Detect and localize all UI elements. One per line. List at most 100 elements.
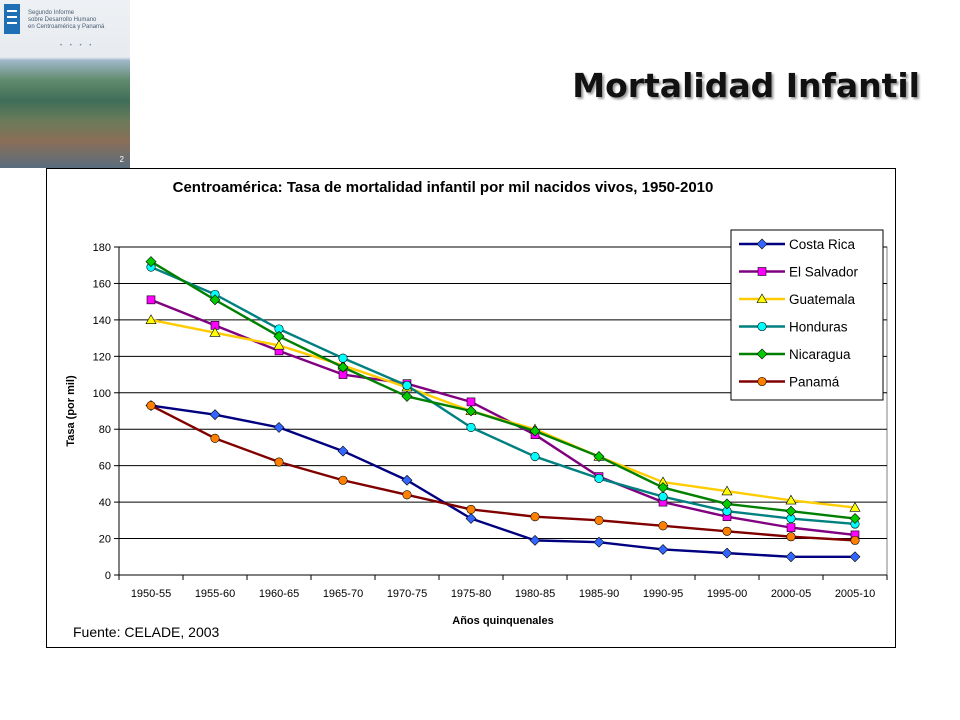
legend-item: Costa Rica <box>739 237 856 252</box>
x-tick-label: 1985-90 <box>579 588 619 600</box>
cover-title-line: Segundo Informe <box>28 10 75 16</box>
series-line <box>150 265 856 526</box>
data-point-marker <box>273 330 285 342</box>
data-point-marker <box>757 376 767 387</box>
chart-title: Centroamérica: Tasa de mortalidad infant… <box>173 179 714 196</box>
line-chart: Centroamérica: Tasa de mortalidad infant… <box>65 179 888 640</box>
undp-logo <box>4 4 20 34</box>
data-point-marker <box>209 409 221 421</box>
legend-label: Panamá <box>789 375 840 390</box>
data-point-marker <box>337 361 349 373</box>
data-point-marker <box>658 492 668 502</box>
series-line <box>150 298 856 537</box>
y-tick-label: 180 <box>93 242 111 254</box>
data-point-marker <box>465 513 477 524</box>
data-point-marker <box>594 515 604 525</box>
legend-label: Costa Rica <box>789 237 856 252</box>
legend-label: El Salvador <box>789 265 859 280</box>
x-tick-label: 1950-55 <box>131 588 171 600</box>
cover-title: Segundo Informe sobre Desarrollo Humano … <box>28 10 124 31</box>
x-tick-label: 1960-65 <box>259 588 299 600</box>
data-point-marker <box>849 513 861 524</box>
x-tick-label: 1980-85 <box>515 588 555 600</box>
data-point-marker <box>785 551 797 563</box>
data-point-marker <box>466 422 476 432</box>
data-point-marker <box>529 534 541 546</box>
series-honduras <box>146 262 860 529</box>
data-point-marker <box>466 504 476 514</box>
x-axis: 1950-55 1955-60 1960-65 1965-70 1970-75 1975-… <box>118 574 888 600</box>
data-point-marker <box>465 405 477 417</box>
x-tick-label: 1995-00 <box>707 588 747 600</box>
legend-item: Guatemala <box>739 292 856 307</box>
data-point-marker <box>146 295 156 305</box>
x-tick-label: 1990-95 <box>643 588 683 600</box>
data-point-marker <box>785 505 797 517</box>
cover-title-line: sobre Desarrollo Humano <box>28 17 97 23</box>
data-point-marker <box>657 482 669 493</box>
data-point-marker <box>721 485 733 496</box>
series-nicaragua <box>145 256 861 524</box>
y-tick-label: 0 <box>105 570 111 582</box>
cover-decoration: • • • • <box>60 43 95 49</box>
data-point-marker <box>785 494 797 505</box>
x-axis-label: Años quinquenales <box>452 615 553 627</box>
data-point-marker <box>786 523 796 532</box>
data-point-marker <box>530 452 540 462</box>
data-point-marker <box>593 536 605 548</box>
data-point-marker <box>145 314 157 324</box>
legend-box <box>730 229 884 401</box>
data-point-marker <box>273 339 285 350</box>
y-axis-label: Tasa (por mil) <box>65 375 77 447</box>
data-point-marker <box>338 353 348 363</box>
data-point-marker <box>593 451 605 462</box>
data-point-marker <box>337 445 349 457</box>
legend-label: Guatemala <box>789 292 856 307</box>
x-tick-label: 1975-80 <box>451 588 491 600</box>
data-point-marker <box>721 498 733 510</box>
report-cover-thumbnail: Segundo Informe sobre Desarrollo Humano … <box>0 0 130 168</box>
series-group <box>145 256 861 563</box>
y-tick-label: 20 <box>99 534 111 546</box>
data-point-marker <box>757 321 767 332</box>
y-tick-label: 160 <box>93 278 111 290</box>
y-tick-label: 120 <box>93 351 111 363</box>
data-point-marker <box>658 521 668 531</box>
y-tick-label: 100 <box>93 388 111 400</box>
data-point-marker <box>145 256 157 268</box>
data-point-marker <box>402 490 412 500</box>
data-point-marker <box>594 473 604 483</box>
data-point-marker <box>209 294 221 306</box>
data-point-marker <box>274 457 284 467</box>
data-point-marker <box>401 390 413 402</box>
series-line <box>150 260 856 520</box>
x-tick-label: 2005-10 <box>835 588 875 600</box>
series-panam- <box>146 400 860 545</box>
cover-title-line: en Centroamérica y Panamá <box>28 24 105 30</box>
y-tick-label: 80 <box>99 424 111 436</box>
data-point-marker <box>722 526 732 536</box>
data-point-marker <box>657 544 669 555</box>
cover-page-number: 2 <box>119 155 124 164</box>
y-axis: 0 20 40 60 80 100 120 140 160 180 <box>93 242 120 582</box>
chart-container: Centroamérica: Tasa de mortalidad infant… <box>46 168 896 648</box>
data-point-marker <box>756 238 768 250</box>
data-point-marker <box>466 397 476 407</box>
legend-label: Nicaragua <box>789 347 851 362</box>
data-point-marker <box>273 421 285 433</box>
data-point-marker <box>401 474 413 486</box>
data-point-marker <box>721 547 733 559</box>
data-point-marker <box>849 501 861 512</box>
x-tick-label: 1965-70 <box>323 588 363 600</box>
data-point-marker <box>786 532 796 542</box>
legend-item: Nicaragua <box>739 347 851 362</box>
legend-item: Honduras <box>739 320 848 335</box>
data-point-marker <box>850 535 860 545</box>
legend-label: Honduras <box>789 320 848 335</box>
source-note: Fuente: CELADE, 2003 <box>73 624 220 640</box>
data-point-marker <box>756 348 768 360</box>
data-point-marker <box>338 475 348 485</box>
slide-title: Mortalidad Infantil <box>572 66 920 105</box>
data-point-marker <box>530 512 540 522</box>
y-tick-label: 40 <box>99 497 111 509</box>
